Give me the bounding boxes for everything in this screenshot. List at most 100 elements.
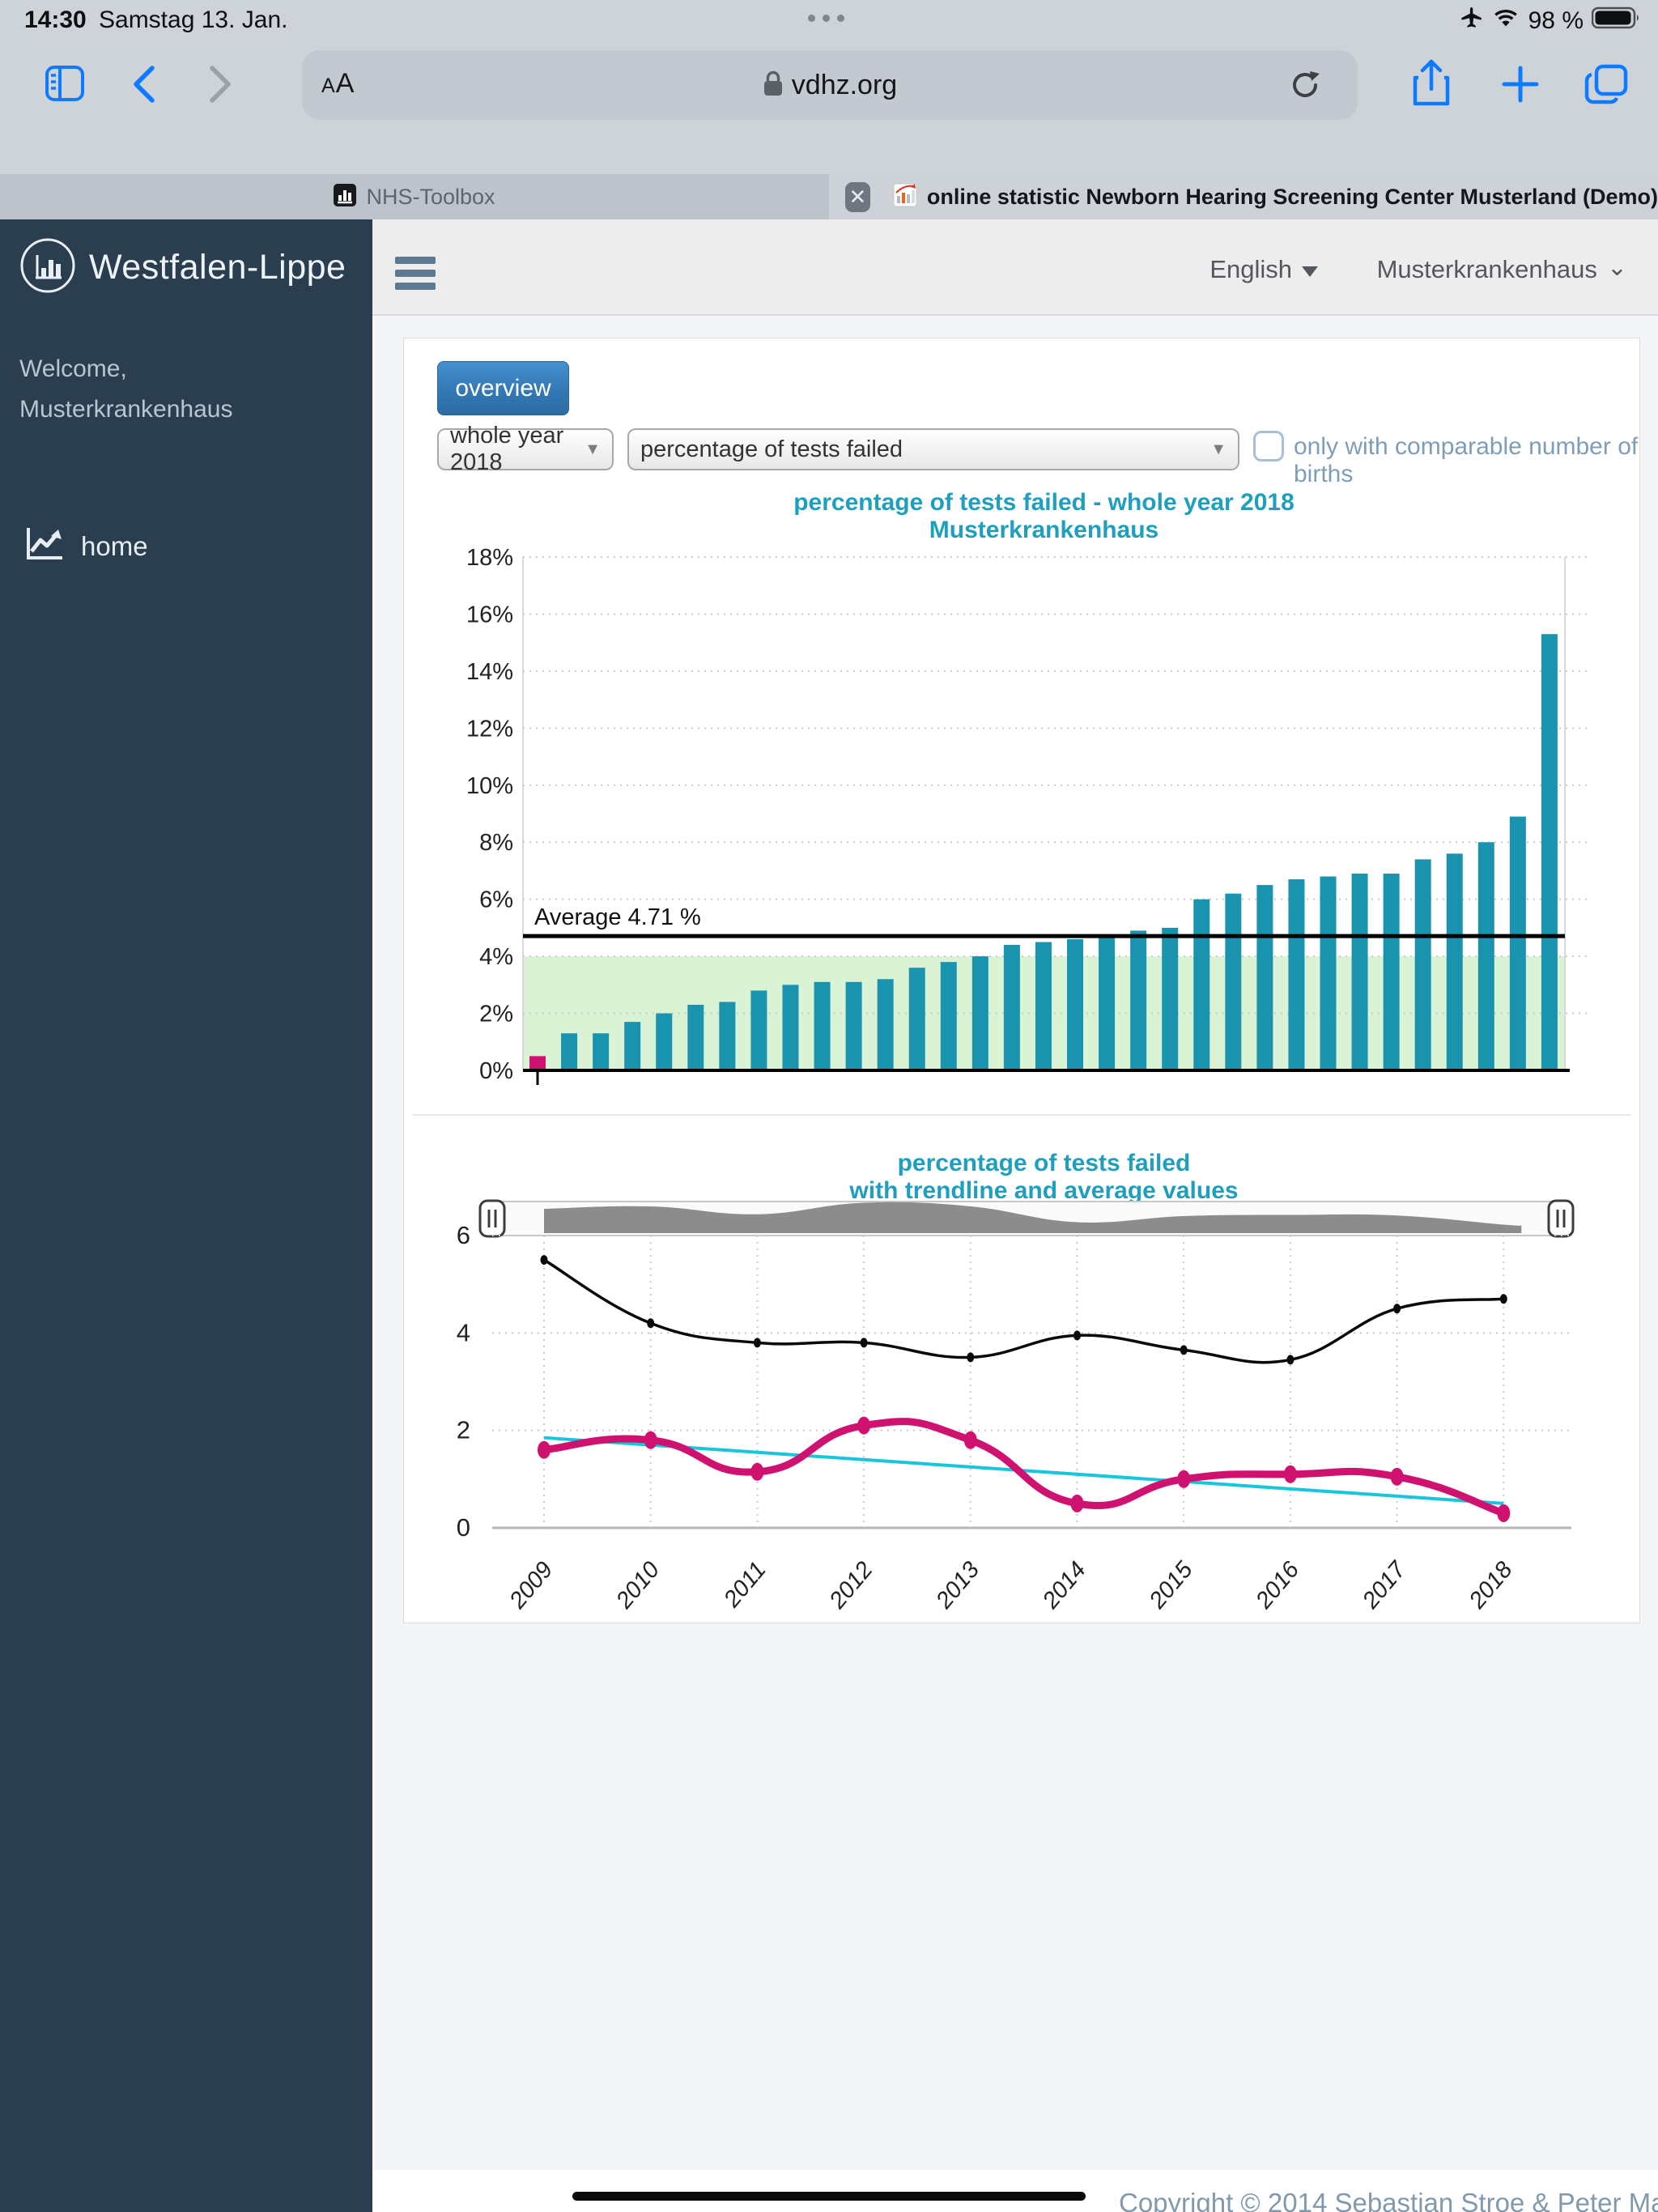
failed-series-point xyxy=(750,1462,764,1481)
metric-select[interactable]: percentage of tests failed ▼ xyxy=(627,428,1239,470)
bar xyxy=(624,1022,641,1070)
bar xyxy=(1193,899,1210,1070)
browser-toolbar: AA vdhz.org xyxy=(0,40,1658,174)
average-series-point xyxy=(1180,1345,1188,1355)
overview-button[interactable]: overview xyxy=(437,361,569,415)
language-label: English xyxy=(1209,255,1292,283)
close-tab-icon[interactable]: ✕ xyxy=(845,181,870,212)
welcome-username: Musterkrankenhaus xyxy=(19,396,233,423)
bar xyxy=(593,1033,610,1070)
account-label: Musterkrankenhaus xyxy=(1376,255,1597,283)
y-tick-label: 4% xyxy=(479,944,513,970)
text-size-button[interactable]: AA xyxy=(321,68,355,99)
bar xyxy=(971,956,988,1070)
bar-chart-title-line2: Musterkrankenhaus xyxy=(929,517,1159,543)
line-chart-title: percentage of tests failed with trendlin… xyxy=(523,1150,1565,1205)
x-tick-label: 2013 xyxy=(931,1557,985,1614)
wifi-icon xyxy=(1491,6,1520,36)
bar xyxy=(814,981,831,1070)
slider-handle-right[interactable] xyxy=(1547,1199,1575,1238)
forward-icon[interactable] xyxy=(204,63,236,105)
back-icon[interactable] xyxy=(128,63,160,105)
address-bar[interactable]: AA vdhz.org xyxy=(302,50,1358,120)
status-date: Samstag 13. Jan. xyxy=(99,6,288,33)
y-tick-label: 18% xyxy=(466,545,513,571)
average-label: Average 4.71 % xyxy=(534,904,701,930)
x-tick-label: 2015 xyxy=(1144,1556,1198,1614)
tab-nhs-toolbox[interactable]: NHS-Toolbox xyxy=(0,174,830,219)
sidebar-toggle-icon[interactable] xyxy=(42,61,87,106)
period-select[interactable]: whole year 2018 ▼ xyxy=(437,423,614,475)
share-icon[interactable] xyxy=(1410,58,1452,108)
bar xyxy=(1130,930,1147,1070)
home-indicator[interactable] xyxy=(572,2192,1086,2201)
select-arrow-icon: ▼ xyxy=(1210,440,1226,458)
status-time: 14:30 xyxy=(24,6,87,33)
welcome-text: Welcome, xyxy=(19,355,127,382)
tabs-overview-icon[interactable] xyxy=(1584,62,1630,107)
average-series-point xyxy=(1073,1330,1081,1341)
ellipsis-icon xyxy=(808,15,844,22)
average-series-point xyxy=(753,1338,761,1348)
x-tick-label: 2010 xyxy=(610,1557,665,1614)
tab-favicon-barchart-icon xyxy=(334,183,357,211)
sidebar-item-home[interactable]: home xyxy=(0,517,372,576)
bar xyxy=(656,1013,673,1070)
bar xyxy=(908,968,925,1070)
y-tick-label: 0% xyxy=(479,1058,513,1084)
bar-chart: 0% 2% 4% 6% 8% 10% 12% 14% 16% 18% Average 4.71 % xyxy=(466,545,1588,1085)
url-text: vdhz.org xyxy=(791,69,898,100)
bar xyxy=(719,1002,736,1070)
battery-percent: 98 % xyxy=(1528,7,1584,34)
average-series-point xyxy=(1393,1304,1401,1314)
checkbox-label: only with comparable number of births xyxy=(1294,433,1639,487)
account-menu[interactable]: Musterkrankenhaus ⌄ xyxy=(1376,254,1627,284)
bar xyxy=(1383,873,1400,1070)
y-tick-label: 6 xyxy=(457,1221,470,1249)
bar xyxy=(1035,942,1052,1070)
sidebar-item-label: home xyxy=(81,531,148,561)
bar xyxy=(1477,842,1494,1070)
y-tick-label: 12% xyxy=(466,716,513,742)
bar xyxy=(1541,634,1558,1070)
menu-icon[interactable] xyxy=(395,257,436,290)
tab-label: online statistic Newborn Hearing Screeni… xyxy=(926,184,1658,209)
y-tick-label: 14% xyxy=(466,659,513,685)
bar xyxy=(687,1004,704,1070)
reload-icon[interactable] xyxy=(1286,66,1324,104)
comparable-births-checkbox[interactable] xyxy=(1253,431,1284,462)
tab-online-statistic[interactable]: ✕ online statistic Newborn Hearing Scree… xyxy=(829,174,1658,219)
select-arrow-icon: ▼ xyxy=(585,440,601,458)
average-series-point xyxy=(540,1255,548,1266)
slider-area-preview xyxy=(544,1202,1522,1233)
slider-handle-left[interactable] xyxy=(478,1199,506,1238)
y-tick-label: 2% xyxy=(479,1002,513,1027)
failed-series-point xyxy=(1177,1470,1191,1488)
y-tick-label: 4 xyxy=(457,1318,470,1346)
failed-series-point xyxy=(963,1431,977,1449)
y-tick-label: 16% xyxy=(466,602,513,627)
bar xyxy=(940,962,957,1070)
language-menu[interactable]: English xyxy=(1209,255,1318,284)
x-tick-label: 2016 xyxy=(1251,1556,1305,1614)
line-chart-title-line1: percentage of tests failed xyxy=(897,1150,1191,1176)
y-tick-label: 8% xyxy=(479,830,513,856)
y-tick-label: 2 xyxy=(457,1416,470,1444)
bar xyxy=(1288,879,1305,1070)
chevron-down-icon xyxy=(1302,266,1318,277)
line-chart: 0 2 4 6 2009 2010 2011 2012 2013 2014 2015 2016 2017… xyxy=(457,1199,1575,1614)
divider xyxy=(412,1114,1631,1116)
failed-series-line xyxy=(540,1418,1507,1517)
x-tick-label: 2017 xyxy=(1357,1555,1412,1614)
copyright-text: Copyright © 2014 Sebastian Stroe & Peter… xyxy=(1119,2188,1658,2212)
new-tab-icon[interactable] xyxy=(1499,63,1541,105)
bar xyxy=(1414,859,1431,1070)
bar xyxy=(1225,893,1242,1070)
bar xyxy=(1446,853,1463,1070)
average-series-line xyxy=(543,1258,1504,1364)
metric-select-value: percentage of tests failed xyxy=(640,436,903,462)
bar xyxy=(1509,816,1526,1070)
failed-series-point xyxy=(644,1431,657,1449)
bar xyxy=(1256,885,1273,1070)
